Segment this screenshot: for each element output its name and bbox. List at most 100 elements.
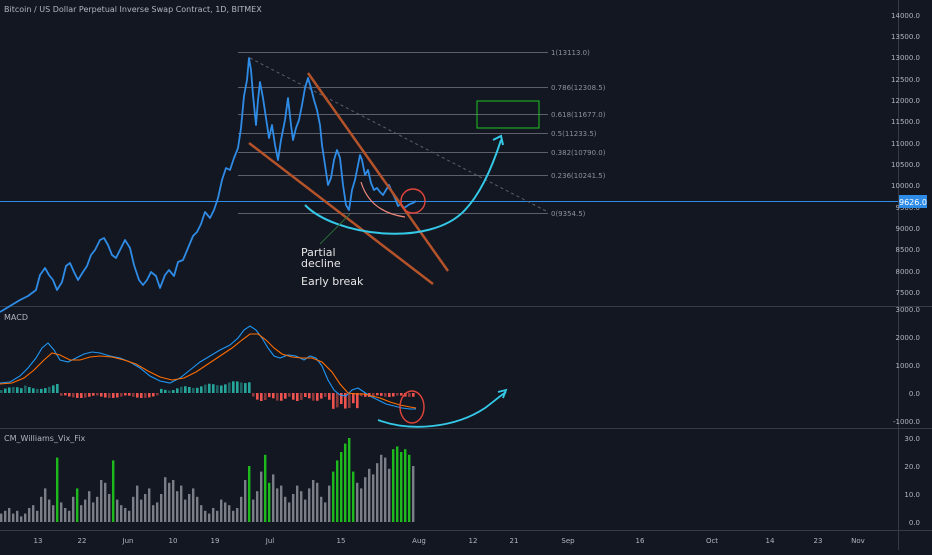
macd-hist-bar — [196, 387, 199, 393]
vix-bar — [144, 494, 147, 522]
time-axis-tick: 21 — [510, 537, 519, 545]
macd-hist-bar — [224, 384, 227, 393]
rounded-bottom-arc[interactable] — [304, 139, 502, 235]
highlight-circle[interactable] — [400, 188, 426, 214]
macd-hist-bar — [52, 385, 55, 393]
annotation-pointer — [319, 213, 351, 245]
target-box[interactable] — [476, 100, 540, 129]
vix-axis[interactable]: 30.0 20.0 10.0 0.0 — [904, 435, 920, 527]
vix-bar — [72, 496, 75, 522]
macd-hist-bar — [68, 393, 71, 397]
macd-hist-bar — [408, 393, 411, 397]
fib-level-label: 0.236(10241.5) — [551, 172, 606, 180]
time-axis-tick: Jul — [265, 537, 275, 545]
time-axis[interactable]: 13 22 Jun 10 19 Jul 15 Aug 12 21 Sep 16 Oct 14 23 Nov — [34, 537, 865, 545]
macd-highlight-circle[interactable] — [399, 390, 425, 424]
vix-bar — [100, 480, 103, 522]
time-axis-tick: 10 — [169, 537, 178, 545]
macd-hist-bar — [392, 393, 395, 397]
price-axis-tick: 10000.0 — [891, 182, 920, 190]
macd-hist-bar — [332, 393, 335, 409]
vix-label: CM_Williams_Vix_Fix — [4, 434, 85, 443]
vix-bar — [44, 488, 47, 522]
macd-hist-bar — [236, 381, 239, 393]
vix-bar — [28, 508, 31, 522]
vix-bar — [124, 508, 127, 522]
macd-hist-bar — [28, 387, 31, 393]
time-axis-tick: Nov — [851, 537, 865, 545]
fib-level-label: 0.5(11233.5) — [551, 130, 597, 138]
vix-bar — [148, 488, 151, 522]
macd-hist-bar — [220, 385, 223, 393]
vix-bar — [340, 452, 343, 522]
price-axis-tick: 7500.0 — [896, 289, 921, 297]
wedge-upper-line[interactable] — [306, 72, 450, 272]
macd-hist-bar — [232, 381, 235, 393]
vix-bar — [96, 496, 99, 522]
macd-hist-bar — [404, 393, 407, 397]
macd-hist-bar — [260, 393, 263, 401]
vix-bar — [128, 510, 131, 522]
vix-bar — [84, 499, 87, 522]
macd-hist-bar — [112, 393, 115, 398]
price-series-line — [0, 57, 417, 313]
vix-bar — [112, 460, 115, 522]
vix-bar — [188, 494, 191, 522]
wedge-lower-line[interactable] — [248, 142, 434, 285]
macd-hist-bar — [56, 384, 59, 393]
time-axis-tick: 23 — [814, 537, 823, 545]
vix-bar — [332, 471, 335, 522]
vix-axis-tick: 0.0 — [909, 519, 920, 527]
vix-bar — [344, 443, 347, 522]
vix-bar — [308, 488, 311, 522]
time-axis-tick: Oct — [706, 537, 718, 545]
vix-bar — [168, 482, 171, 522]
macd-hist-bar — [308, 393, 311, 399]
macd-hist-bar — [44, 388, 47, 393]
vix-bar — [336, 460, 339, 522]
macd-hist-bar — [288, 393, 291, 397]
price-axis[interactable]: 14000.0 13500.0 13000.0 12500.0 12000.0 11500… — [891, 12, 920, 297]
macd-hist-bar — [340, 393, 343, 405]
macd-axis[interactable]: 3000.0 2000.0 1000.0 0.0 -1000.0 — [893, 306, 920, 426]
vix-bar — [304, 499, 307, 522]
macd-bottom-arc[interactable] — [377, 391, 507, 428]
vix-bar — [260, 471, 263, 522]
vix-bar — [228, 505, 231, 522]
dashed-trendline[interactable] — [249, 57, 549, 213]
macd-hist-bar — [192, 387, 195, 393]
vix-bar — [68, 510, 71, 522]
vix-bar — [4, 510, 7, 522]
vix-histogram — [0, 438, 415, 522]
vix-bar — [220, 499, 223, 522]
vix-bar — [200, 505, 203, 522]
macd-axis-tick: 1000.0 — [896, 362, 921, 370]
vix-bar — [180, 485, 183, 522]
macd-hist-bar — [248, 382, 251, 393]
vix-bar — [244, 480, 247, 522]
vix-bar — [224, 502, 227, 522]
time-axis-tick: 19 — [211, 537, 220, 545]
macd-axis-tick: 0.0 — [909, 390, 920, 398]
small-decline-arc[interactable] — [360, 181, 406, 218]
vix-bar — [172, 480, 175, 522]
vix-bar — [12, 513, 15, 522]
vix-bar — [288, 502, 291, 522]
annotation-partial: Partial — [301, 246, 336, 259]
macd-axis-tick: -1000.0 — [893, 418, 920, 426]
macd-hist-bar — [116, 393, 119, 398]
macd-hist-bar — [64, 393, 67, 396]
vix-bar — [108, 494, 111, 522]
vix-bar — [384, 457, 387, 522]
vix-bar — [240, 496, 243, 522]
macd-axis-tick: 2000.0 — [896, 334, 921, 342]
time-axis-tick: Jun — [122, 537, 134, 545]
vix-bar — [56, 457, 59, 522]
macd-hist-bar — [208, 383, 211, 393]
vix-bar — [64, 508, 67, 522]
vix-bar — [136, 485, 139, 522]
vix-bar — [32, 505, 35, 522]
macd-hist-bar — [300, 393, 303, 400]
